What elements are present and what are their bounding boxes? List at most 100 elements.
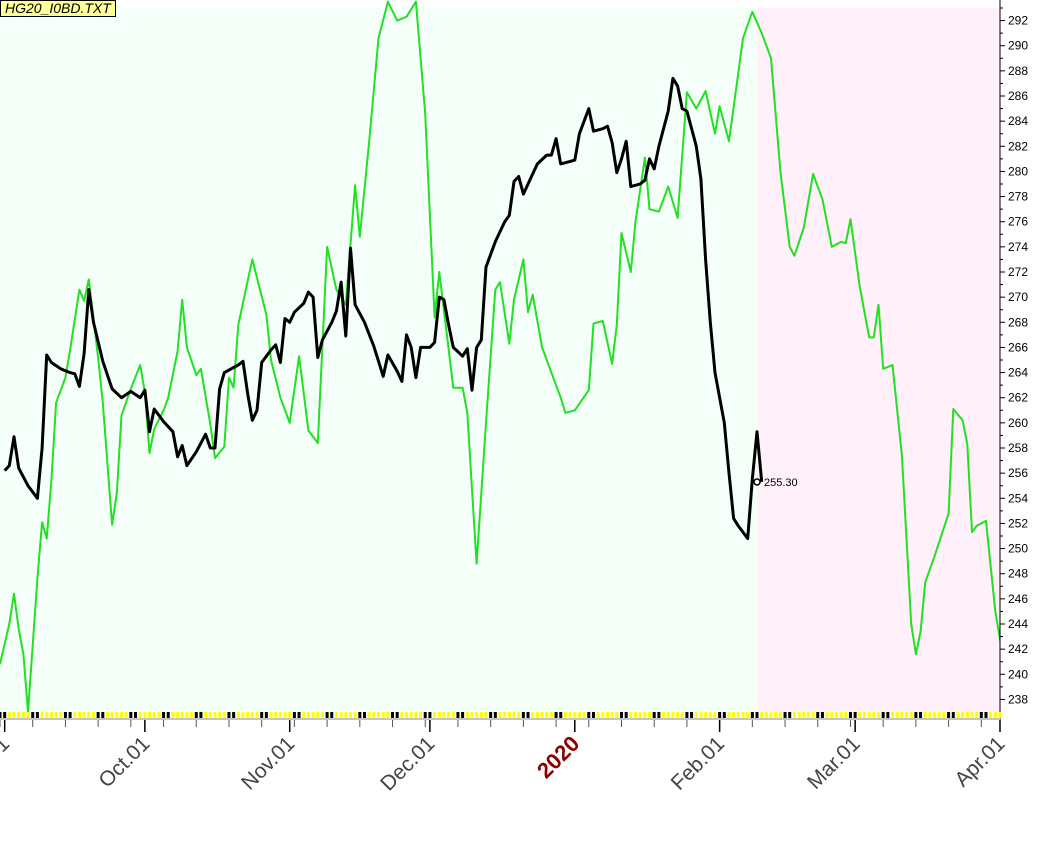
x-day-tick bbox=[283, 712, 287, 718]
x-day-tick bbox=[176, 712, 180, 718]
x-day-tick bbox=[367, 712, 371, 718]
x-day-tick bbox=[680, 712, 684, 718]
y-tick-label: 280 bbox=[1008, 164, 1028, 178]
last-price-label: 255.30 bbox=[764, 477, 798, 489]
x-day-tick bbox=[820, 712, 824, 718]
x-day-tick bbox=[853, 712, 857, 718]
x-day-tick bbox=[96, 712, 100, 718]
price-series-line bbox=[3, 76, 764, 540]
y-tick-label: 268 bbox=[1008, 315, 1028, 329]
x-day-tick bbox=[975, 712, 979, 718]
x-day-tick bbox=[596, 712, 600, 718]
x-day-tick bbox=[942, 712, 946, 718]
x-day-tick bbox=[956, 712, 960, 718]
x-day-tick bbox=[961, 712, 965, 718]
x-day-tick bbox=[601, 712, 605, 718]
x-day-tick bbox=[35, 712, 39, 718]
x-day-tick bbox=[638, 712, 642, 718]
x-day-tick bbox=[119, 712, 123, 718]
x-day-tick bbox=[320, 712, 324, 718]
x-day-tick bbox=[115, 712, 119, 718]
x-day-tick bbox=[559, 712, 563, 718]
x-day-tick bbox=[947, 712, 951, 718]
x-day-tick bbox=[129, 712, 133, 718]
x-day-tick bbox=[208, 712, 212, 718]
x-day-tick bbox=[816, 712, 820, 718]
x-day-tick bbox=[91, 712, 95, 718]
x-day-tick bbox=[489, 712, 493, 718]
x-day-tick bbox=[302, 712, 306, 718]
x-day-tick bbox=[40, 712, 44, 718]
x-day-tick bbox=[662, 712, 666, 718]
x-tick-label: Oct.01 bbox=[94, 732, 154, 792]
x-day-tick bbox=[877, 712, 881, 718]
x-day-tick bbox=[465, 712, 469, 718]
x-day-tick bbox=[615, 712, 619, 718]
y-tick-label: 286 bbox=[1008, 89, 1028, 103]
x-day-tick bbox=[372, 712, 376, 718]
y-tick-label: 288 bbox=[1008, 64, 1028, 78]
x-day-tick bbox=[895, 712, 899, 718]
x-day-tick bbox=[610, 712, 614, 718]
x-day-tick bbox=[933, 712, 937, 718]
x-day-tick bbox=[512, 712, 516, 718]
x-day-tick bbox=[750, 712, 754, 718]
x-day-tick bbox=[526, 712, 530, 718]
x-day-tick bbox=[905, 712, 909, 718]
x-day-tick bbox=[105, 712, 109, 718]
x-day-tick bbox=[190, 712, 194, 718]
x-day-tick bbox=[834, 712, 838, 718]
x-day-tick bbox=[381, 712, 385, 718]
x-day-tick bbox=[989, 712, 993, 718]
y-tick-label: 246 bbox=[1008, 592, 1028, 606]
x-day-tick bbox=[194, 712, 198, 718]
x-day-tick bbox=[619, 712, 623, 718]
x-day-tick bbox=[886, 712, 890, 718]
x-day-tick bbox=[984, 712, 988, 718]
x-day-tick bbox=[690, 712, 694, 718]
x-day-tick bbox=[400, 712, 404, 718]
x-day-tick bbox=[629, 712, 633, 718]
x-day-tick bbox=[825, 712, 829, 718]
x-day-tick bbox=[568, 712, 572, 718]
y-tick-label: 256 bbox=[1008, 466, 1028, 480]
x-day-tick bbox=[414, 712, 418, 718]
x-day-tick bbox=[475, 712, 479, 718]
x-day-tick bbox=[358, 712, 362, 718]
y-tick-label: 284 bbox=[1008, 114, 1028, 128]
x-day-tick bbox=[503, 712, 507, 718]
x-day-tick bbox=[517, 712, 521, 718]
y-tick-label: 254 bbox=[1008, 491, 1028, 505]
x-day-tick bbox=[797, 712, 801, 718]
x-day-tick bbox=[545, 712, 549, 718]
x-day-tick bbox=[77, 712, 81, 718]
x-day-tick bbox=[923, 712, 927, 718]
x-day-tick bbox=[830, 712, 834, 718]
x-day-tick bbox=[746, 712, 750, 718]
x-day-tick bbox=[652, 712, 656, 718]
x-day-tick bbox=[59, 712, 63, 718]
x-day-tick bbox=[362, 712, 366, 718]
x-day-tick bbox=[862, 712, 866, 718]
x-day-tick bbox=[143, 712, 147, 718]
x-day-tick bbox=[348, 712, 352, 718]
x-day-tick bbox=[63, 712, 67, 718]
x-day-tick bbox=[493, 712, 497, 718]
x-day-tick bbox=[152, 712, 156, 718]
x-day-tick bbox=[891, 712, 895, 718]
x-tick-label: Dec.01 bbox=[376, 732, 439, 795]
x-day-tick bbox=[17, 712, 21, 718]
x-day-tick bbox=[993, 712, 997, 718]
x-day-tick bbox=[49, 712, 53, 718]
x-day-tick bbox=[722, 712, 726, 718]
x-day-tick bbox=[881, 712, 885, 718]
x-day-tick bbox=[727, 712, 731, 718]
x-day-tick bbox=[521, 712, 525, 718]
x-day-tick bbox=[246, 712, 250, 718]
y-tick-label: 274 bbox=[1008, 240, 1028, 254]
x-day-tick bbox=[395, 712, 399, 718]
x-day-tick bbox=[713, 712, 717, 718]
x-day-tick bbox=[218, 712, 222, 718]
x-day-tick bbox=[423, 712, 427, 718]
